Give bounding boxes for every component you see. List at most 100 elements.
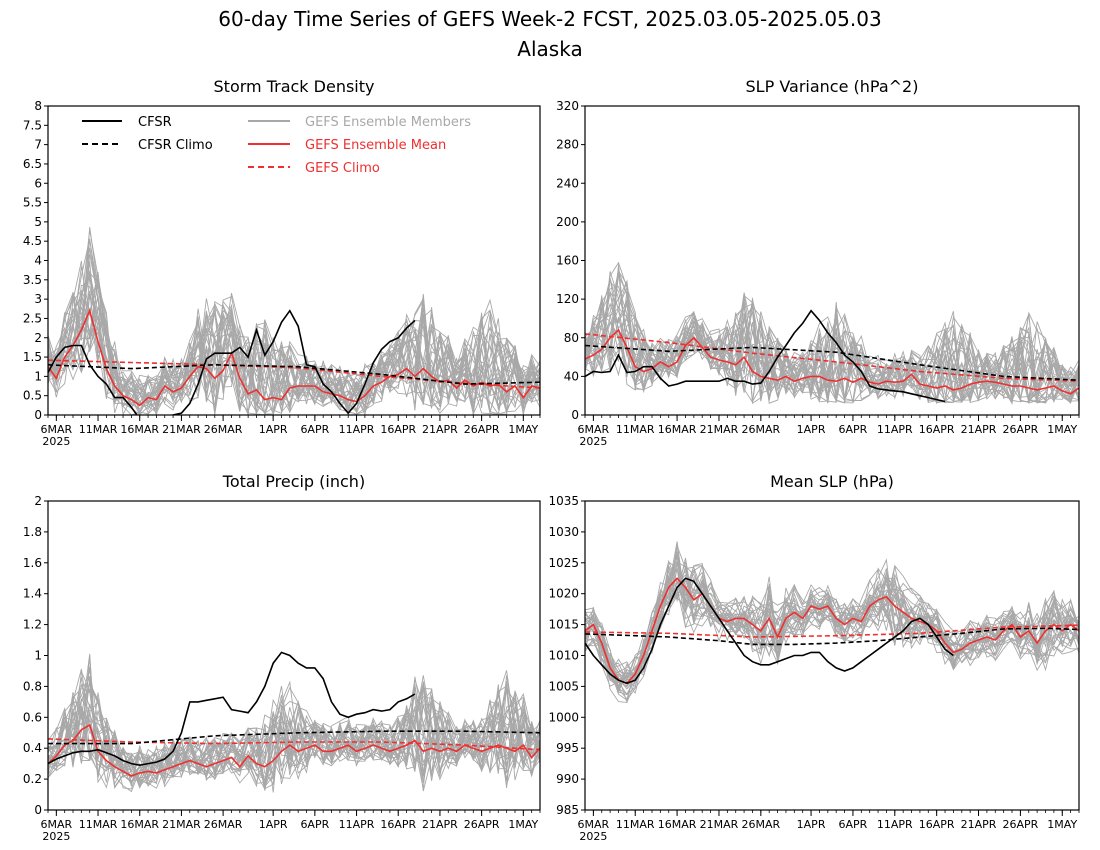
plot-area: [48, 227, 540, 415]
x-tick-label: 11MAR: [616, 818, 655, 831]
x-tick-label: 16APR: [919, 423, 955, 436]
x-tick-label: 11APR: [877, 818, 913, 831]
x-year-label: 2025: [579, 830, 607, 843]
ensemble-member-line: [48, 690, 540, 793]
ensemble-member-line: [48, 687, 540, 788]
x-tick-label: 16MAR: [658, 818, 697, 831]
ensemble-member-line: [585, 297, 1079, 404]
y-tick-label: 3: [34, 292, 42, 306]
ensemble-member-line: [585, 564, 1079, 680]
cfsr-climo-line: [585, 627, 1079, 646]
y-tick-label: 1035: [548, 494, 579, 508]
panel-storm-track-density: Storm Track Density 0 0.5 1 1.5 2 2.5 3 3.5 4 4.5 5…: [23, 77, 541, 448]
y-tick-label: 200: [556, 215, 579, 229]
x-tick-label: 6APR: [300, 818, 329, 831]
x-tick-label: 6MAR: [578, 423, 610, 436]
y-tick-label: 7: [34, 138, 42, 152]
ensemble-member-line: [48, 653, 540, 788]
cfsr-line: [48, 309, 416, 415]
x-tick-label: 26MAR: [204, 818, 243, 831]
y-tick-label: 0.6: [23, 710, 42, 724]
y-tick-label: 990: [556, 772, 579, 786]
x-tick-label: 11MAR: [616, 423, 655, 436]
ens-mean-line: [48, 308, 540, 407]
ensemble-member-line: [48, 698, 540, 785]
plot-area: [48, 651, 540, 793]
ensemble-member-line: [585, 287, 1079, 404]
x-tick-label: 26APR: [1002, 818, 1038, 831]
x-tick-label: 26MAR: [204, 423, 243, 436]
y-tick-label: 6: [34, 176, 42, 190]
cfsr-line: [48, 651, 416, 767]
cfsr-climo-line: [585, 344, 1079, 381]
x-tick-label: 21MAR: [700, 818, 739, 831]
x-tick-label: 16MAR: [658, 423, 697, 436]
ens-mean-line: [585, 328, 1079, 395]
cfsr-climo-line: [48, 730, 540, 745]
y-tick-label: 40: [564, 369, 579, 383]
legend-ens-mean-label: GEFS Ensemble Mean: [305, 138, 446, 153]
x-tick-label: 26APR: [1002, 423, 1038, 436]
y-tick-label: 320: [556, 99, 579, 113]
ens-mean-line: [585, 577, 1079, 685]
ensemble-member-line: [48, 229, 540, 415]
panel-title: Storm Track Density: [214, 77, 375, 96]
y-tick-label: 1.8: [23, 525, 42, 539]
x-tick-label: 6MAR: [41, 423, 73, 436]
legend: CFSR CFSR Climo GEFS Ensemble Members GE…: [82, 115, 471, 176]
ens-mean-line: [48, 723, 540, 777]
ensemble-member-line: [585, 303, 1079, 404]
x-tick-label: 16APR: [380, 818, 416, 831]
x-tick-label: 6MAR: [41, 818, 73, 831]
ensemble-member-line: [48, 666, 540, 790]
ensemble-member-line: [48, 669, 540, 787]
x-tick-label: 1APR: [259, 423, 288, 436]
y-tick-label: 1: [34, 649, 42, 663]
y-tick-label: 1025: [548, 556, 579, 570]
figure-region: Alaska: [517, 37, 582, 61]
x-tick-label: 6MAR: [578, 818, 610, 831]
y-tick-label: 1.5: [23, 350, 42, 364]
ensemble-member-line: [48, 266, 540, 415]
y-tick-label: 1020: [548, 587, 579, 601]
x-tick-label: 6APR: [839, 818, 868, 831]
y-tick-label: 4.5: [23, 234, 42, 248]
x-tick-label: 1MAY: [508, 818, 538, 831]
y-tick-label: 1000: [548, 710, 579, 724]
x-tick-label: 11APR: [339, 423, 375, 436]
x-year-label: 2025: [42, 830, 70, 843]
figure-title: 60-day Time Series of GEFS Week-2 FCST, …: [218, 7, 881, 31]
gefs-climo-line: [585, 624, 1079, 638]
plot-area: [585, 541, 1079, 704]
y-tick-label: 1010: [548, 649, 579, 663]
ensemble-member-line: [585, 278, 1079, 403]
y-tick-label: 0.8: [23, 679, 42, 693]
y-tick-label: 80: [564, 331, 579, 345]
x-year-label: 2025: [42, 435, 70, 448]
x-tick-label: 1APR: [797, 818, 826, 831]
x-tick-label: 21MAR: [162, 423, 201, 436]
y-tick-label: 7.5: [23, 118, 42, 132]
x-tick-label: 21APR: [961, 818, 997, 831]
cfsr-line: [585, 577, 954, 685]
legend-gefs-climo-label: GEFS Climo: [305, 161, 380, 176]
y-tick-label: 0.2: [23, 772, 42, 786]
x-tick-label: 21APR: [422, 818, 458, 831]
cfsr-line: [585, 309, 946, 403]
plot-area: [585, 261, 1079, 405]
x-tick-label: 16APR: [380, 423, 416, 436]
y-tick-label: 1.2: [23, 618, 42, 632]
y-tick-label: 1.6: [23, 556, 42, 570]
y-tick-label: 2: [34, 494, 42, 508]
y-tick-label: 4: [34, 254, 42, 268]
y-tick-label: 120: [556, 292, 579, 306]
x-tick-label: 6APR: [839, 423, 868, 436]
ensemble-member-line: [585, 564, 1079, 689]
x-tick-label: 26MAR: [742, 818, 781, 831]
x-tick-label: 26APR: [464, 423, 500, 436]
y-tick-label: 5: [34, 215, 42, 229]
x-tick-label: 11APR: [339, 818, 375, 831]
panel-slp-variance: SLP Variance (hPa^2) 0 40 80 120 160 200 240 280…: [556, 77, 1080, 448]
y-tick-label: 2.5: [23, 311, 42, 325]
y-tick-label: 0: [34, 803, 42, 817]
